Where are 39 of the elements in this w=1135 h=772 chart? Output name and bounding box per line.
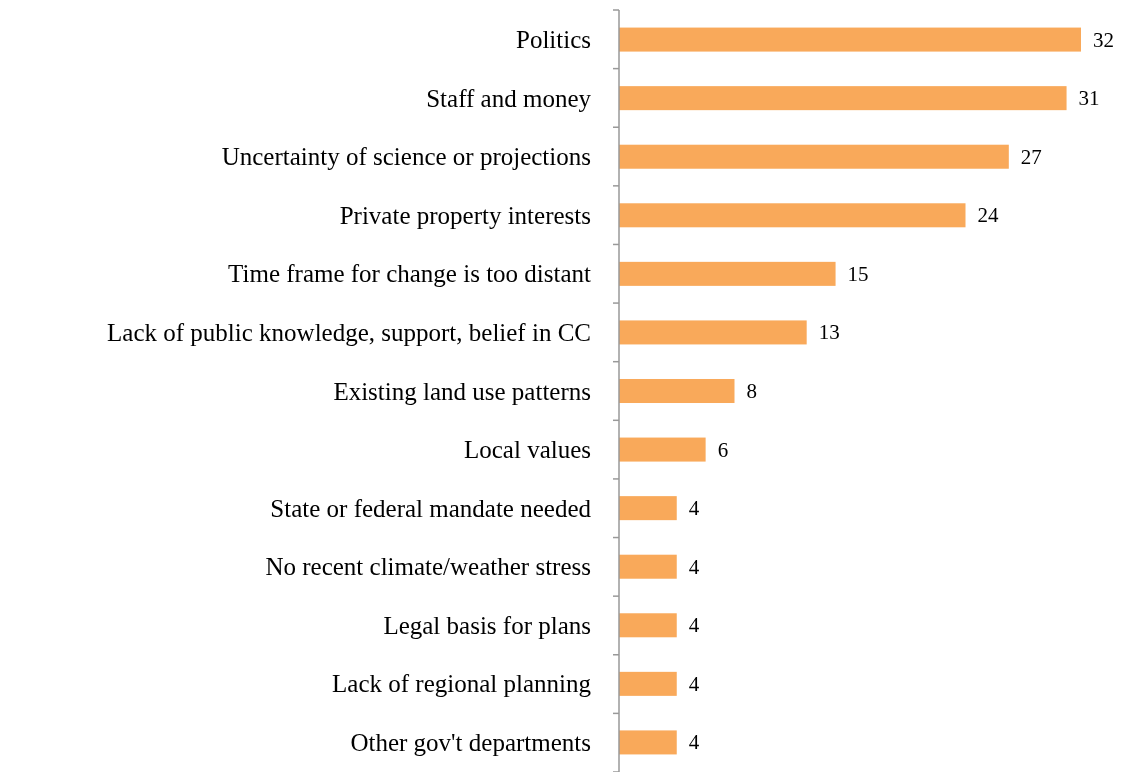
bar xyxy=(619,378,735,404)
data-label: 24 xyxy=(977,203,999,228)
bar xyxy=(619,496,677,521)
y-tick-label: Uncertainty of science or projections xyxy=(221,143,591,171)
bar xyxy=(619,320,807,345)
data-label: 13 xyxy=(818,320,840,345)
y-tick-label: Staff and money xyxy=(426,84,592,112)
y-tick-label: Private property interests xyxy=(339,201,591,229)
bar xyxy=(619,27,1081,52)
bar xyxy=(619,671,677,696)
bar xyxy=(619,261,836,286)
bar xyxy=(619,144,1009,169)
y-tick-label: Politics xyxy=(515,26,591,54)
y-tick-label: State or federal mandate needed xyxy=(270,494,592,522)
y-tick-label: Lack of regional planning xyxy=(332,670,592,698)
bar xyxy=(619,730,677,755)
data-label: 4 xyxy=(688,730,700,755)
data-label: 6 xyxy=(717,437,729,462)
data-label: 31 xyxy=(1078,86,1100,111)
data-label: 27 xyxy=(1020,144,1042,169)
y-tick-label: Existing land use patterns xyxy=(333,377,591,405)
y-tick-label: Time frame for change is too distant xyxy=(228,260,592,288)
data-label: 32 xyxy=(1093,27,1114,52)
data-label: 15 xyxy=(847,261,869,286)
bar xyxy=(619,86,1067,111)
data-label: 8 xyxy=(746,379,757,403)
y-tick-label: Legal basis for plans xyxy=(383,611,591,639)
bar xyxy=(619,437,706,462)
y-tick-label: Other gov't departments xyxy=(350,728,591,756)
data-label: 4 xyxy=(688,496,700,521)
data-label: 4 xyxy=(688,613,700,638)
data-label: 4 xyxy=(688,671,700,696)
bar xyxy=(619,613,677,638)
data-label: 4 xyxy=(688,554,700,579)
bar xyxy=(619,554,677,579)
bar xyxy=(619,203,966,228)
y-tick-label: Local values xyxy=(463,436,591,464)
y-tick-label: No recent climate/weather stress xyxy=(265,553,591,581)
y-tick-label: Lack of public knowledge, support, belief in CC xyxy=(107,318,591,346)
